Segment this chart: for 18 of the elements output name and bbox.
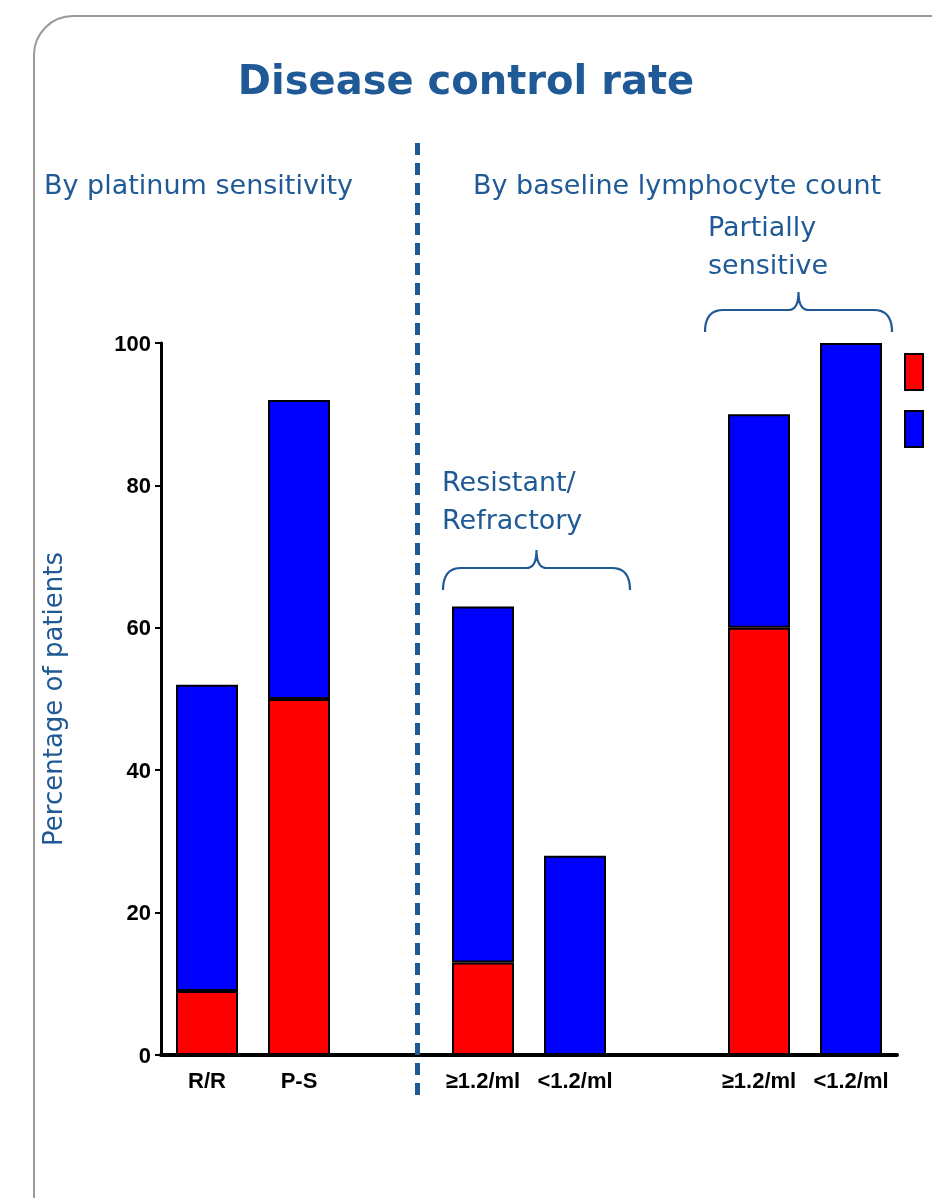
- x-tick-label: P-S: [280, 1067, 318, 1093]
- x-tick-label: ≥1.2/ml: [445, 1067, 521, 1093]
- y-tick-label: 60: [126, 615, 151, 641]
- chart-title: Disease control rate: [237, 57, 695, 103]
- text: Partially sensitive: [708, 210, 829, 280]
- x-tick-label: ≥1.2/ml: [721, 1067, 797, 1093]
- y-tick-label: 100: [114, 330, 151, 356]
- y-tick-label: 20: [126, 900, 151, 926]
- y-tick-label: 80: [126, 472, 151, 498]
- y-tick-label: 0: [138, 1042, 151, 1068]
- text: By baseline lymphocyte count: [473, 168, 882, 200]
- annotation: Resistant/ Refractory: [442, 465, 585, 535]
- x-tick-label: <1.2/ml: [813, 1067, 889, 1093]
- x-tick-label: <1.2/ml: [537, 1067, 613, 1093]
- y-axis-title: Percentage of patients: [38, 552, 68, 846]
- text: By platinum sensitivity: [44, 168, 353, 200]
- x-tick-label: R/R: [188, 1067, 227, 1093]
- y-tick-label: 40: [126, 757, 151, 783]
